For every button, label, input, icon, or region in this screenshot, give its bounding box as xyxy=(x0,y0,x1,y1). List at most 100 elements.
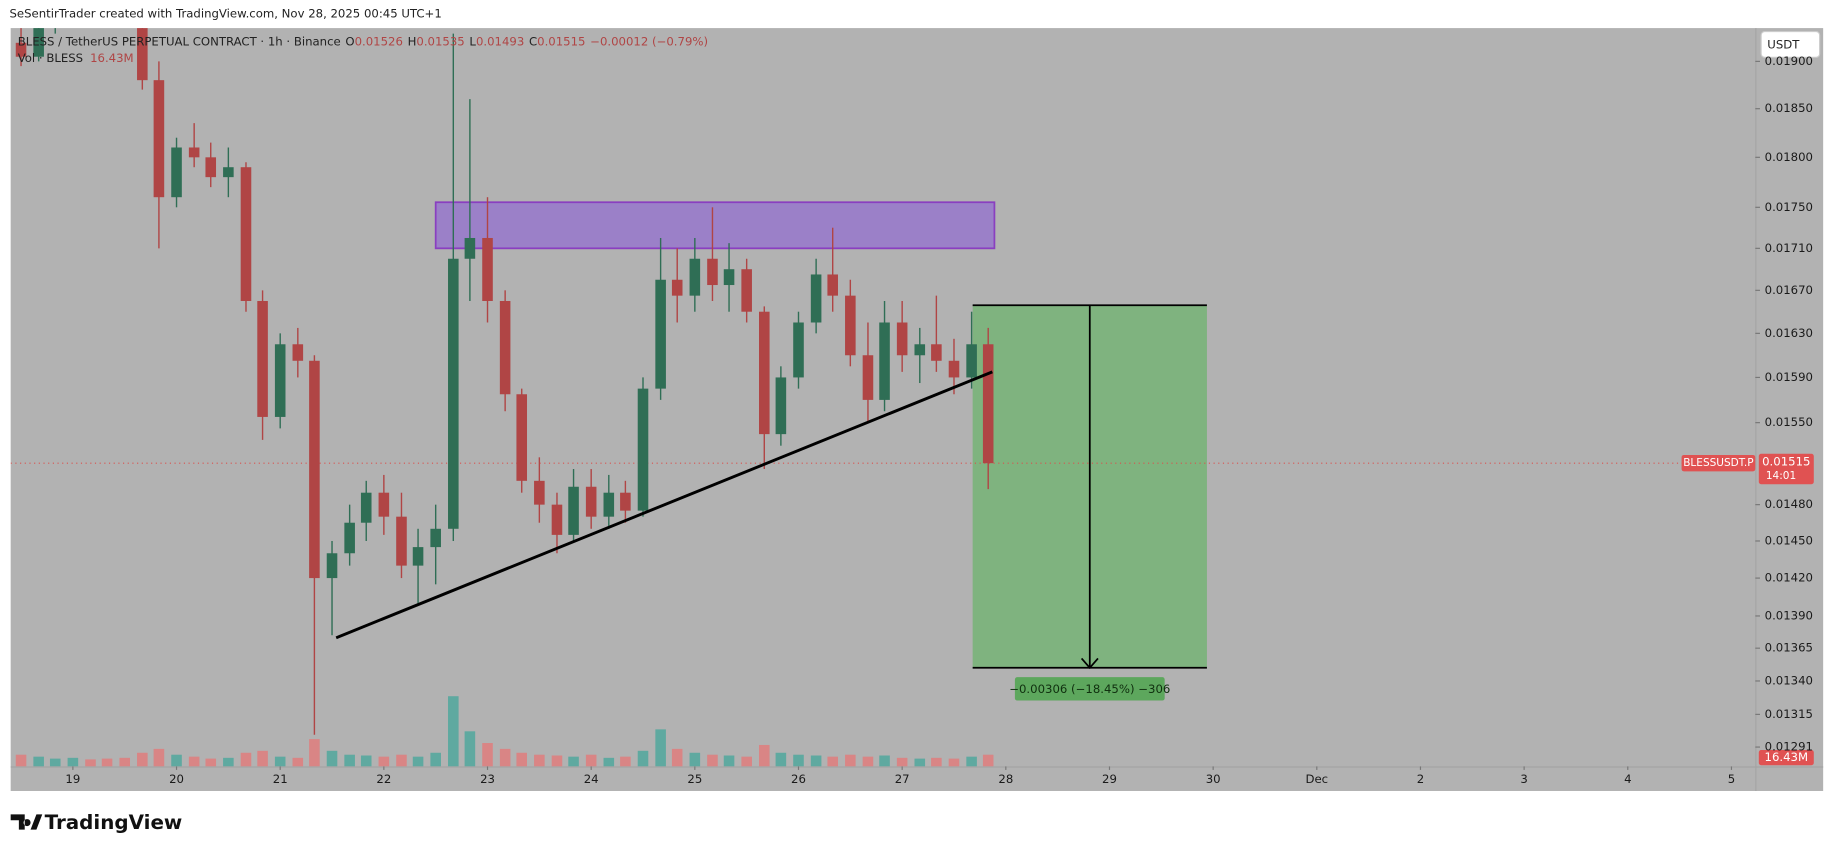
volume-bar xyxy=(982,754,994,767)
volume-title: Vol · BLESS xyxy=(18,51,83,65)
candle-body xyxy=(153,80,165,198)
volume-bar xyxy=(482,743,493,767)
x-tick-label: Dec xyxy=(1305,772,1328,786)
ohlc-label: H xyxy=(408,35,417,49)
candle-body xyxy=(482,237,493,301)
volume-bar xyxy=(931,757,942,767)
volume-bar xyxy=(430,752,441,767)
candle-body xyxy=(551,504,563,535)
price-tag-label: 0.01515 xyxy=(1762,455,1810,469)
volume-bar xyxy=(448,696,459,767)
x-tick-label: 2 xyxy=(1417,772,1424,786)
y-tick-label: 0.01590 xyxy=(1765,370,1813,384)
volume-bar xyxy=(534,754,545,767)
candle-body xyxy=(948,360,960,378)
y-tick-label: 0.01390 xyxy=(1765,608,1813,622)
ohlc-label: C xyxy=(529,35,537,49)
candle-body xyxy=(378,492,390,517)
volume-tag xyxy=(1758,750,1814,766)
volume-bar xyxy=(274,756,286,767)
volume-bar xyxy=(137,752,148,767)
candle-body xyxy=(827,274,838,296)
candle-body xyxy=(499,300,511,395)
plot-area: −0.00306 (−18.45%) −306 xyxy=(10,0,1756,767)
symbol-tag xyxy=(1681,454,1756,472)
currency-button-label: USDT xyxy=(1767,38,1800,52)
credit: SeSentirTrader created with TradingView.… xyxy=(10,7,442,21)
volume-bar xyxy=(948,758,960,767)
volume-bar xyxy=(845,754,856,767)
candle-body xyxy=(620,492,631,511)
candle-body xyxy=(205,157,217,178)
ohlc-label: L xyxy=(469,35,476,49)
x-tick-label: 21 xyxy=(273,772,288,786)
volume-bar xyxy=(707,754,718,767)
candle-body xyxy=(430,528,441,548)
volume-bar xyxy=(862,756,874,767)
volume-bar xyxy=(344,754,355,767)
candle-body xyxy=(845,295,856,356)
y-tick-label: 0.01291 xyxy=(1765,740,1813,754)
volume-bar xyxy=(171,754,182,767)
x-tick-label: 29 xyxy=(1102,772,1117,786)
candle-body xyxy=(223,167,234,178)
volume-bar xyxy=(188,756,200,767)
candle-body xyxy=(188,147,200,158)
candle-body xyxy=(810,274,822,323)
volume-bar xyxy=(396,754,407,767)
candle-body xyxy=(585,486,597,517)
candle-body xyxy=(15,42,27,57)
candle-body xyxy=(326,553,338,579)
volume-bar xyxy=(775,752,787,767)
y-tick-label: 0.01480 xyxy=(1765,497,1813,511)
candle-body xyxy=(655,279,666,389)
y-tick-label: 0.01420 xyxy=(1765,571,1813,585)
candle-body xyxy=(931,344,942,361)
candle-body xyxy=(879,322,890,400)
x-tick-label: 4 xyxy=(1624,772,1631,786)
candle-body xyxy=(793,322,804,378)
ohlc-value: 0.01535 xyxy=(416,35,464,49)
volume-bar xyxy=(205,758,217,767)
y-tick-label: 0.01670 xyxy=(1765,283,1813,297)
y-tick-label: 0.01800 xyxy=(1765,150,1813,164)
candle-body xyxy=(671,279,683,296)
volume-bar xyxy=(671,748,683,767)
candle-body xyxy=(102,0,113,6)
candle-body xyxy=(171,147,182,198)
candle-body xyxy=(292,344,304,361)
x-tick-label: 30 xyxy=(1206,772,1221,786)
volume-bar xyxy=(223,757,234,767)
trendline xyxy=(335,370,993,640)
projection-label: −0.00306 (−18.45%) −306 xyxy=(1009,682,1170,696)
x-tick-label: 28 xyxy=(998,772,1013,786)
volume-bar xyxy=(378,756,390,767)
volume-bar xyxy=(637,750,649,767)
volume-bar xyxy=(326,750,338,767)
volume-bar xyxy=(551,755,563,767)
x-tick-label: 25 xyxy=(687,772,702,786)
volume-bar xyxy=(309,739,320,767)
candle-body xyxy=(534,480,545,505)
volume-bar xyxy=(896,757,908,767)
volume-bar xyxy=(412,756,424,767)
volume-bar xyxy=(499,748,511,767)
candle-body xyxy=(982,344,994,464)
candle-body xyxy=(603,492,615,517)
volume-bar xyxy=(516,752,528,767)
candle-body xyxy=(309,360,320,579)
y-tick-label: 0.01850 xyxy=(1765,101,1813,115)
volume-bar xyxy=(914,758,926,767)
projection-label-box xyxy=(1014,677,1165,701)
volume-bar xyxy=(15,754,27,767)
candle-body xyxy=(137,28,148,81)
candle-body xyxy=(966,344,977,378)
y-tick-label: 0.01550 xyxy=(1765,415,1813,429)
volume-bar xyxy=(585,754,597,767)
logo-mark xyxy=(10,814,43,830)
x-tick-label: 19 xyxy=(65,772,80,786)
candle-body xyxy=(274,344,286,417)
arrow-head xyxy=(1080,657,1099,670)
candle-body xyxy=(723,269,735,286)
